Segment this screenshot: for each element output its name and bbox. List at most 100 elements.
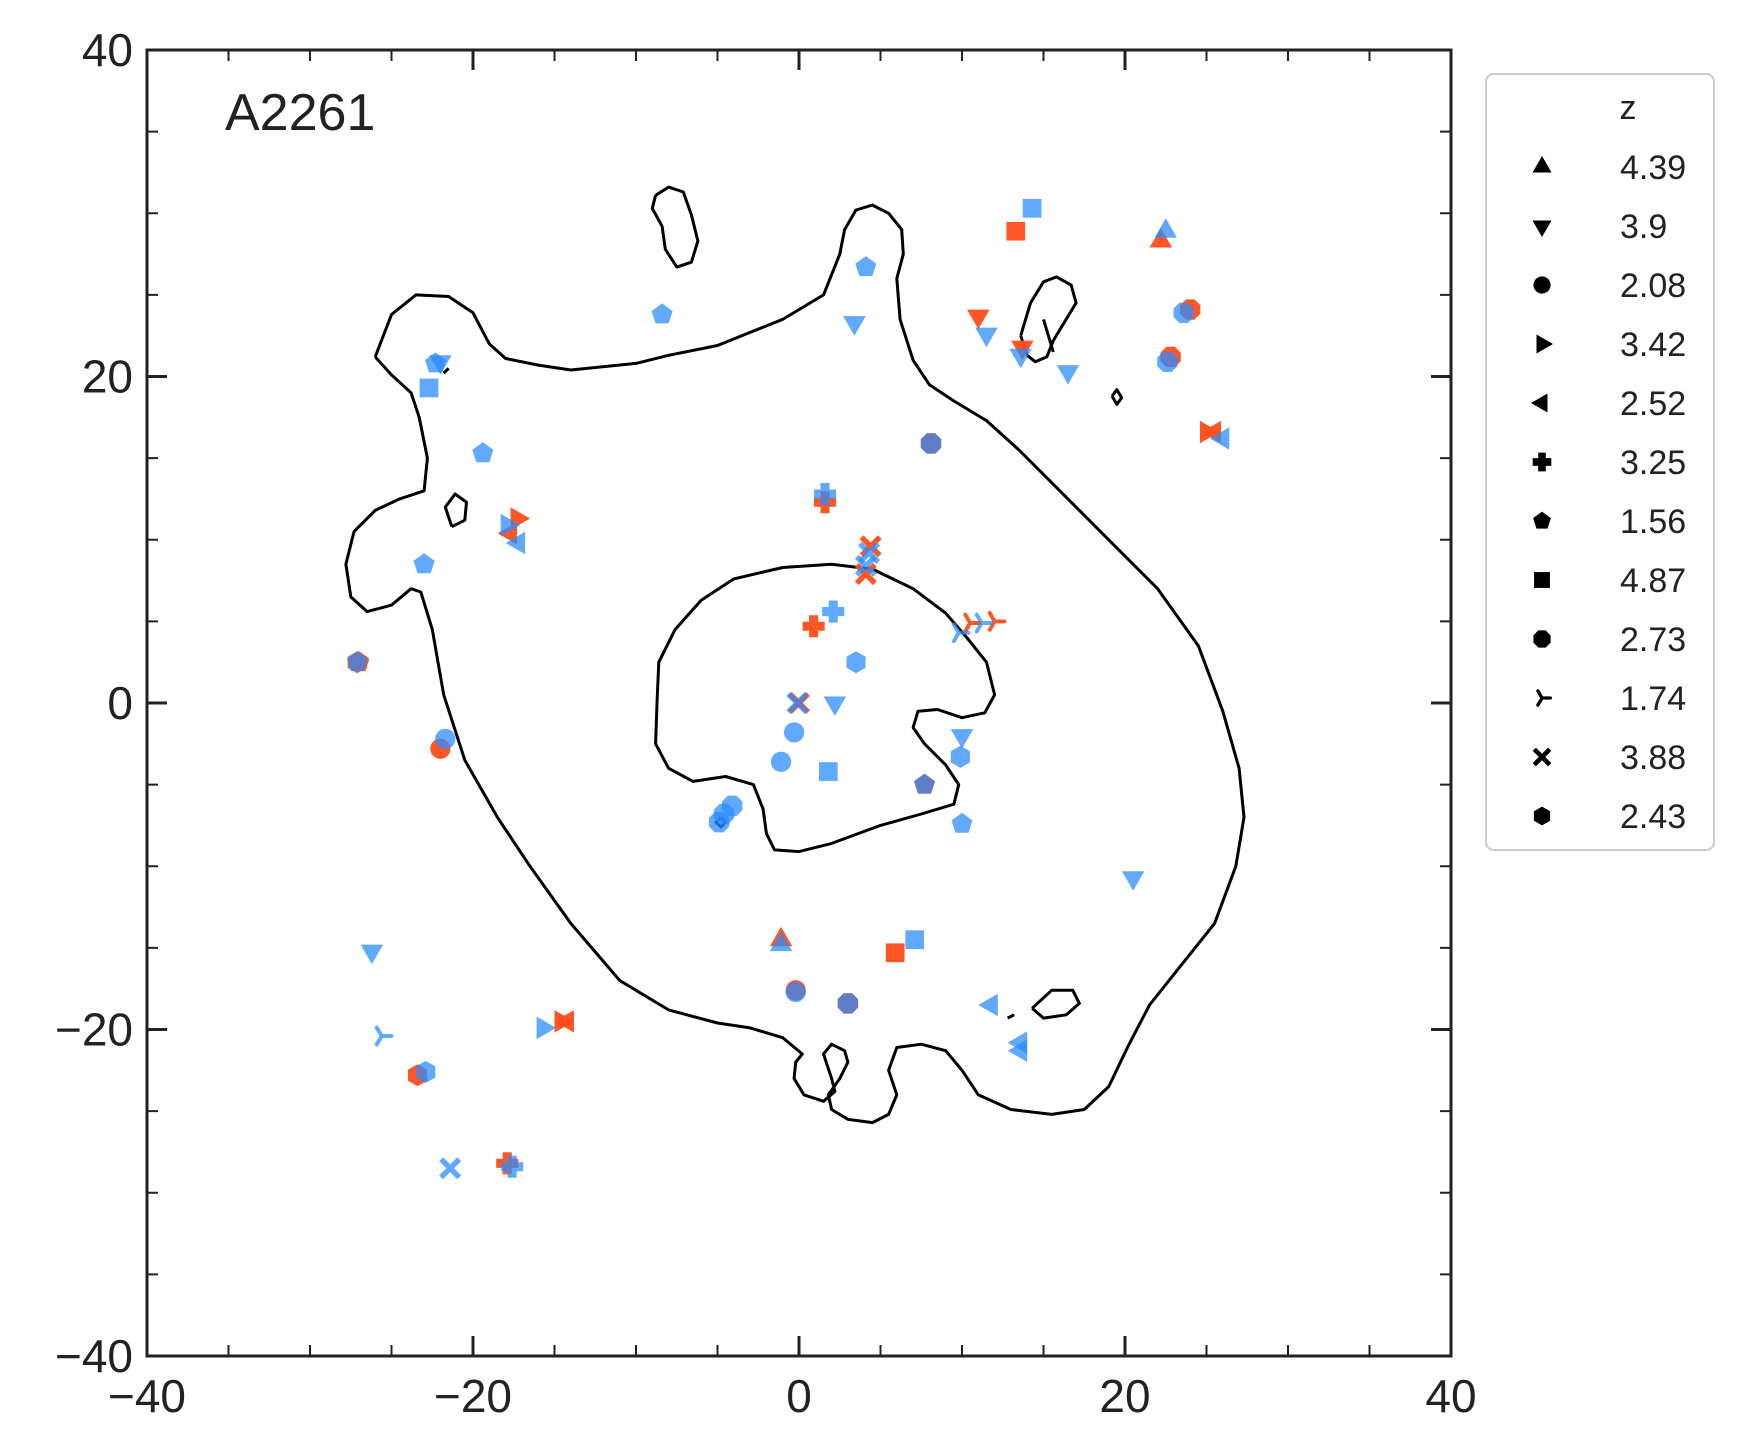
critical-curve-1 [344, 203, 1246, 1125]
x-tick-label: 0 [786, 1370, 812, 1422]
critical-curve-10 [442, 367, 450, 375]
critical-curves [344, 185, 1246, 1125]
observed-point-plus [802, 615, 825, 638]
observed-point-tri [963, 612, 982, 634]
legend-label: 2.43 [1620, 798, 1686, 836]
plot-frame [145, 48, 1453, 1358]
y-tick-label: 0 [107, 677, 133, 729]
predicted-point-square [905, 930, 925, 950]
legend-label: 3.42 [1620, 326, 1686, 364]
predicted-point-plus [814, 483, 837, 506]
legend-label: 2.08 [1620, 267, 1686, 305]
legend-marker-hexagon [1533, 806, 1551, 826]
predicted-point-circle [785, 981, 806, 1003]
legend-box [1485, 73, 1715, 851]
legend-marker-triangle-up [1532, 156, 1552, 173]
legend-marker-plus [1532, 452, 1552, 472]
observed-point-square [885, 943, 905, 963]
legend-marker-pentagon [1533, 511, 1551, 529]
predicted-point-plus [501, 1155, 524, 1178]
predicted-point-triangle-down [975, 327, 998, 348]
legend-marker-square [1534, 572, 1550, 588]
predicted-point-pentagon [472, 442, 494, 463]
critical-curve-11 [1006, 1013, 1015, 1020]
panel-label: A2261 [225, 84, 375, 142]
critical-curve-4 [1019, 275, 1078, 364]
x-tick-label: 20 [1099, 1370, 1150, 1422]
observed-point-x [854, 563, 877, 586]
predicted-point-pentagon [914, 773, 935, 794]
predicted-point-triangle-down [1056, 365, 1080, 385]
predicted-point-x [439, 1157, 462, 1180]
predicted-point-triangle-left [505, 531, 526, 555]
legend-label: 2.73 [1620, 621, 1686, 659]
predicted-point-hexagon [416, 1060, 436, 1083]
predicted-point-pentagon [651, 303, 673, 324]
predicted-point-octagon [1173, 302, 1194, 323]
predicted-point-square [818, 762, 838, 781]
y-tick-label: −40 [55, 1330, 133, 1382]
legend-entries: 4.39 3.9 2.08 3.42 2.52 3.25 1.56 4.87 2.73 1.74 3… [1531, 149, 1686, 836]
predicted-point-triangle-down [950, 729, 974, 749]
predicted-point-triangle-left [1209, 427, 1230, 450]
predicted-point-tri [974, 612, 994, 634]
predicted-point-triangle-down [843, 316, 866, 336]
predicted-point-triangle-up [1154, 218, 1177, 238]
predicted-point-circle [435, 728, 456, 750]
observed-point-triangle-up [1149, 228, 1173, 248]
predicted-point-tri [951, 622, 971, 644]
legend-marker-octagon [1533, 630, 1551, 648]
predicted-point-triangle-up [769, 931, 793, 952]
predicted-point-triangle-down [823, 696, 847, 716]
critical-curve-3 [650, 185, 700, 269]
predicted-point-triangle-right [536, 1016, 557, 1040]
legend-label: 1.56 [1620, 503, 1686, 541]
predicted-point-pentagon [951, 812, 973, 833]
predicted-point-triangle-right [500, 513, 521, 537]
predicted-point-hexagon [846, 651, 866, 674]
y-tick-label: 40 [82, 24, 133, 76]
y-tick-labels: −40 −20 0 20 40 [55, 24, 133, 1382]
predicted-point-pentagon [425, 352, 446, 373]
predicted-point-square [1022, 198, 1042, 218]
predicted-point-circle [770, 751, 792, 772]
minor-ticks [147, 50, 1451, 1356]
critical-curve-5 [443, 492, 468, 529]
legend-marker-triangle-left [1531, 393, 1548, 413]
predicted-point-tri [374, 1025, 394, 1047]
predicted-point-pentagon [855, 256, 877, 277]
predicted-point-x [786, 691, 809, 715]
legend-label: 3.88 [1620, 739, 1686, 777]
x-tick-label: −20 [434, 1370, 512, 1422]
predicted-point-triangle-down [360, 944, 384, 965]
observed-point-square [1006, 221, 1026, 241]
observed-point-triangle-left [554, 1010, 574, 1033]
predicted-point-triangle-down [1121, 871, 1145, 891]
observed-point-triangle-down [967, 309, 990, 330]
legend-label: 3.25 [1620, 444, 1686, 482]
legend-title: z [1620, 89, 1637, 127]
data-points [346, 198, 1230, 1180]
predicted-point-octagon [1157, 351, 1178, 372]
critical-curve-2 [654, 562, 997, 854]
legend-marker-x [1532, 747, 1552, 767]
x-tick-labels: −40 −20 0 20 40 [108, 1370, 1477, 1422]
x-tick-label: −40 [108, 1370, 186, 1422]
predicted-point-pentagon [346, 651, 368, 672]
legend-label: 1.74 [1620, 680, 1686, 718]
predicted-point-triangle-left [978, 993, 998, 1017]
predicted-point-octagon [837, 993, 859, 1014]
predicted-point-hexagon [950, 745, 970, 768]
observed-point-tri [987, 610, 1007, 632]
predicted-point-triangle-down [1009, 348, 1032, 369]
predicted-point-x [854, 554, 877, 577]
y-tick-label: 20 [82, 351, 133, 403]
predicted-point-octagon [920, 433, 942, 454]
predicted-point-octagon [708, 812, 730, 833]
predicted-point-circle [783, 722, 805, 743]
legend-marker-triangle-down [1532, 220, 1552, 237]
legend-marker-circle [1533, 276, 1551, 294]
legend-label: 3.9 [1620, 208, 1667, 246]
